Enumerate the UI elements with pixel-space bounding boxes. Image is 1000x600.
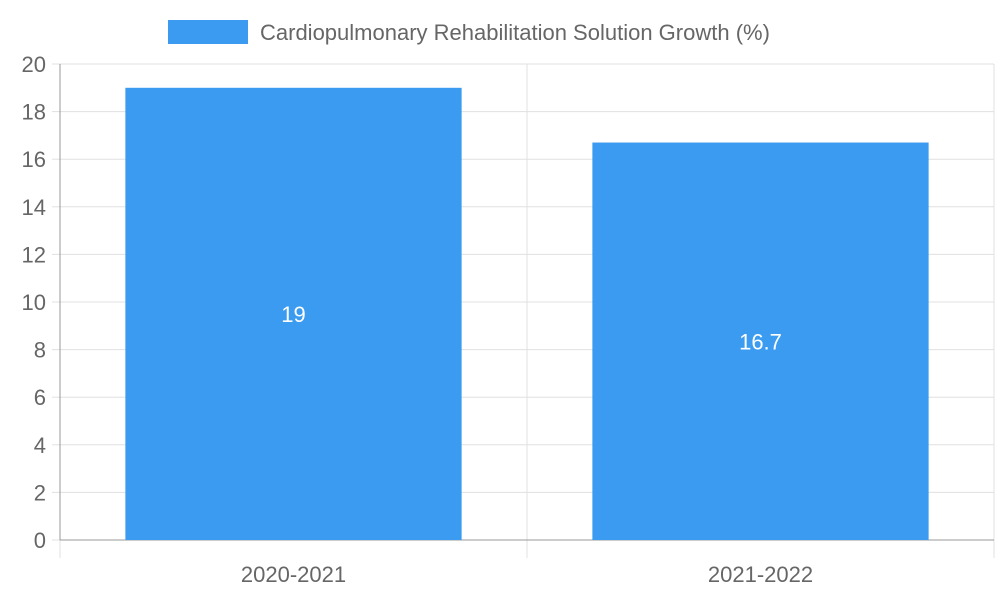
y-tick-label: 6 [34, 385, 46, 410]
y-tick-label: 12 [22, 242, 46, 267]
axes: 0 2 4 6 8 10 12 14 16 18 20 2020-2021 2021-2022 [22, 52, 995, 587]
bars [125, 87, 929, 541]
x-tick-label: 2021-2022 [708, 562, 813, 587]
bar-value-label: 16.7 [739, 329, 782, 354]
y-tick-label: 2 [34, 480, 46, 505]
legend-label[interactable]: Cardiopulmonary Rehabilitation Solution … [260, 20, 770, 45]
bar-2020-2021[interactable] [125, 87, 462, 541]
x-tick-label: 2020-2021 [241, 562, 346, 587]
y-tick-label: 18 [22, 100, 46, 125]
y-tick-label: 20 [22, 52, 46, 77]
data-labels: 19 16.7 [281, 302, 782, 354]
bar-2021-2022[interactable] [592, 142, 929, 541]
y-tick-label: 0 [34, 528, 46, 553]
y-tick-label: 16 [22, 147, 46, 172]
y-tick-label: 14 [22, 195, 46, 220]
legend-swatch[interactable] [168, 20, 248, 44]
y-tick-label: 4 [34, 433, 46, 458]
y-tick-label: 8 [34, 338, 46, 363]
bar-value-label: 19 [281, 302, 305, 327]
y-tick-label: 10 [22, 290, 46, 315]
legend[interactable]: Cardiopulmonary Rehabilitation Solution … [168, 20, 770, 45]
